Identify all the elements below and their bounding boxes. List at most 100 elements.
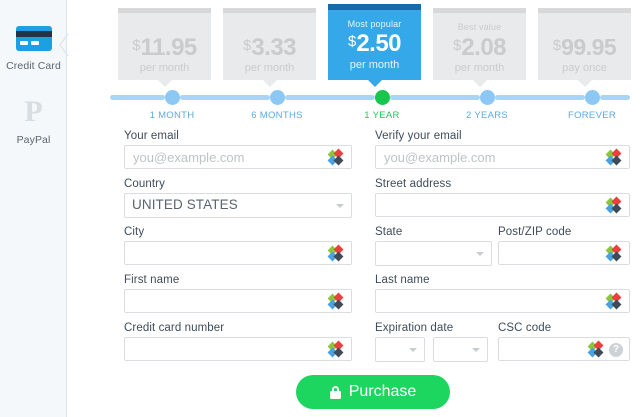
field-zip: Post/ZIP code	[498, 226, 630, 265]
sidebar-item-credit-card[interactable]: Credit Card	[0, 22, 67, 72]
slider-dot-6-months[interactable]	[270, 90, 285, 105]
field-last-name: Last name	[375, 274, 630, 313]
card-amount: 3.33	[251, 34, 297, 61]
card-period: pay once	[562, 62, 607, 74]
card-pointer	[367, 80, 382, 87]
plan-card-2-years[interactable]: Best value $2.08 per month	[433, 8, 526, 87]
field-email: Your email	[124, 130, 352, 169]
field-country: Country UNITED STATES	[124, 178, 352, 218]
term-slider[interactable]: 1 MONTH 6 MONTHS 1 YEAR 2 YEARS FOREVER	[110, 86, 630, 124]
card-currency: $	[452, 37, 462, 54]
dashlane-autofill-icon[interactable]	[327, 148, 345, 166]
credit-card-icon	[0, 22, 67, 54]
card-number-input[interactable]	[131, 338, 327, 360]
purchase-button[interactable]: Purchase	[296, 375, 450, 409]
slider-label-6-months[interactable]: 6 MONTHS	[251, 110, 303, 121]
country-select[interactable]: UNITED STATES	[124, 193, 352, 218]
field-label-state: State	[375, 226, 403, 238]
card-period: per month	[454, 62, 505, 74]
card-currency: $	[347, 33, 357, 50]
expiration-year-select[interactable]	[433, 337, 488, 362]
last-name-input-wrap[interactable]	[375, 289, 630, 313]
city-input-wrap[interactable]	[124, 241, 352, 265]
plan-card-1-month[interactable]: $11.95 per month	[118, 8, 211, 87]
field-first-name: First name	[124, 274, 352, 313]
card-pointer	[472, 80, 487, 87]
card-price: $3.33	[223, 34, 316, 62]
first-name-input-wrap[interactable]	[124, 289, 352, 313]
chevron-down-icon	[476, 252, 484, 256]
expiration-month-select[interactable]	[375, 337, 425, 362]
card-period: per month	[244, 62, 295, 74]
dashlane-autofill-icon[interactable]	[327, 244, 345, 262]
last-name-input[interactable]	[382, 290, 605, 312]
sidebar-item-paypal[interactable]: P PayPal	[0, 96, 67, 147]
city-input[interactable]	[131, 242, 327, 264]
slider-label-2-years[interactable]: 2 YEARS	[465, 110, 509, 121]
slider-label-forever[interactable]: FOREVER	[567, 110, 617, 121]
slider-dot-forever[interactable]	[585, 90, 600, 105]
card-amount: 99.95	[561, 34, 617, 60]
field-expiration-date: Expiration date	[375, 322, 492, 362]
sidebar-item-label-credit-card: Credit Card	[6, 60, 61, 72]
dashlane-autofill-icon[interactable]	[587, 340, 605, 358]
field-state: State	[375, 226, 492, 266]
slider-label-1-year[interactable]: 1 YEAR	[364, 110, 400, 121]
verify-email-input[interactable]	[382, 146, 605, 168]
slider-track-segment	[110, 95, 165, 100]
csc-input[interactable]	[505, 338, 587, 360]
field-label-email: Your email	[124, 130, 179, 142]
card-price: $2.50	[328, 30, 421, 58]
card-top-bar	[433, 8, 526, 13]
dashlane-autofill-icon[interactable]	[327, 340, 345, 358]
field-label-country: Country	[124, 178, 165, 190]
dashlane-autofill-icon[interactable]	[605, 292, 623, 310]
chevron-left-icon[interactable]	[58, 33, 70, 57]
slider-dot-1-month[interactable]	[165, 90, 180, 105]
field-label-last-name: Last name	[375, 274, 430, 286]
verify-email-input-wrap[interactable]	[375, 145, 630, 169]
slider-label-1-month[interactable]: 1 MONTH	[149, 110, 195, 121]
slider-dot-1-year[interactable]	[375, 90, 390, 105]
plan-card-1-year[interactable]: Most popular $2.50 per month	[328, 4, 421, 87]
zip-input[interactable]	[505, 242, 605, 264]
card-price: $99.95	[538, 34, 631, 61]
card-pointer	[577, 80, 592, 87]
slider-dot-2-years[interactable]	[480, 90, 495, 105]
slider-track-segment	[495, 95, 585, 100]
field-label-first-name: First name	[124, 274, 180, 286]
card-amount: 2.50	[356, 30, 402, 57]
first-name-input[interactable]	[131, 290, 327, 312]
state-select[interactable]	[375, 241, 492, 266]
card-amount: 2.08	[461, 34, 507, 61]
field-city: City	[124, 226, 352, 265]
chevron-down-icon	[336, 204, 344, 208]
email-input[interactable]	[131, 146, 327, 168]
slider-track-segment	[600, 95, 630, 100]
dashlane-autofill-icon[interactable]	[605, 196, 623, 214]
plan-card-row: $11.95 per month $3.33 per month Most po…	[67, 0, 640, 92]
field-label-csc-code: CSC code	[498, 322, 552, 334]
field-label-expiration-date: Expiration date	[375, 322, 454, 334]
field-verify-email: Verify your email	[375, 130, 630, 169]
csc-input-wrap[interactable]: ?	[498, 337, 630, 361]
field-label-card-number: Credit card number	[124, 322, 225, 334]
email-input-wrap[interactable]	[124, 145, 352, 169]
dashlane-autofill-icon[interactable]	[605, 244, 623, 262]
question-mark-icon[interactable]: ?	[609, 343, 623, 357]
field-csc-code: CSC code ?	[498, 322, 630, 361]
card-number-input-wrap[interactable]	[124, 337, 352, 361]
sidebar-item-label-paypal: PayPal	[16, 134, 51, 146]
checkout-form: Your email Verify your email Country UNI…	[110, 130, 630, 370]
dashlane-autofill-icon[interactable]	[605, 148, 623, 166]
dashlane-autofill-icon[interactable]	[327, 292, 345, 310]
plan-card-forever[interactable]: $99.95 pay once	[538, 8, 631, 87]
card-tagline: Most popular	[347, 19, 402, 29]
card-top-bar	[538, 8, 631, 13]
zip-input-wrap[interactable]	[498, 241, 630, 265]
street-input[interactable]	[382, 194, 605, 216]
street-input-wrap[interactable]	[375, 193, 630, 217]
plan-card-6-months[interactable]: $3.33 per month	[223, 8, 316, 87]
slider-track-segment	[180, 95, 270, 100]
card-amount: 11.95	[140, 34, 198, 61]
